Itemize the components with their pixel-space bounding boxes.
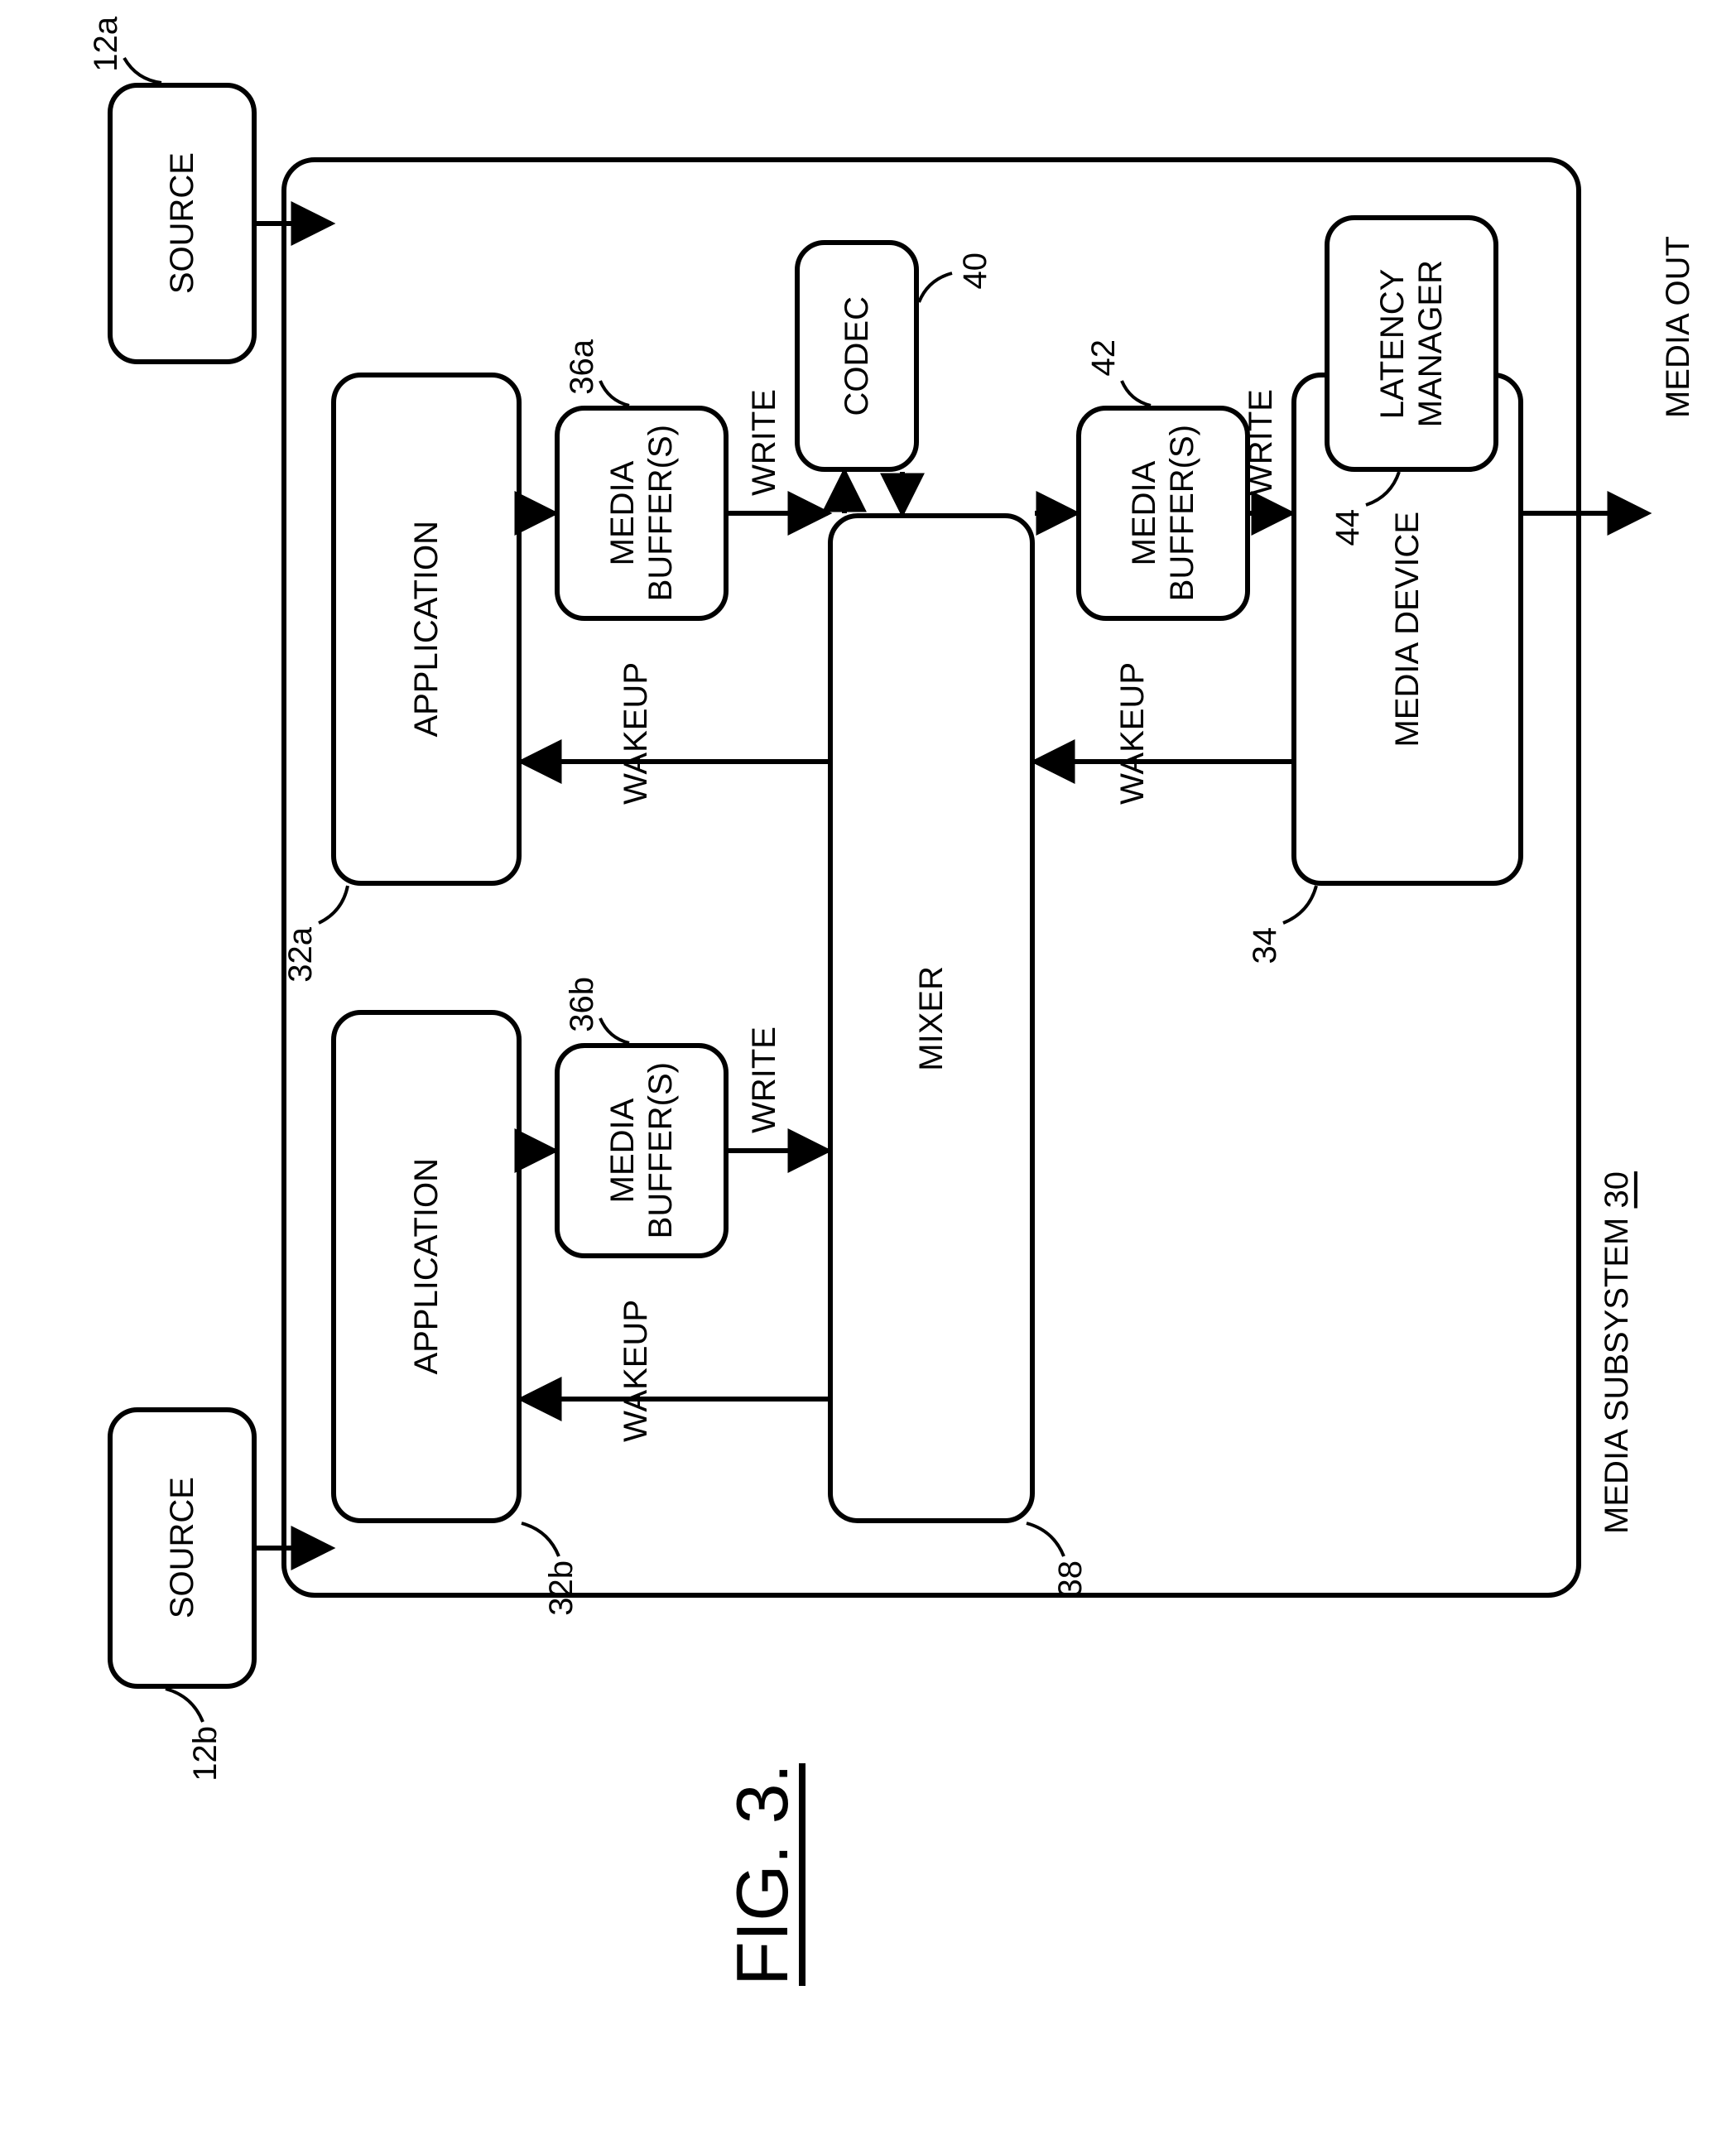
ref-leader-source_a <box>124 58 161 83</box>
ref-leader-source_b <box>166 1689 203 1722</box>
media-buffer-a-node: MEDIA BUFFER(S) <box>555 406 729 621</box>
ref-number-buf_b: 36b <box>563 977 601 1041</box>
subsystem-label-text: MEDIA SUBSYSTEM <box>1599 1218 1635 1534</box>
edge-label-buf_mix-device: WRITE <box>1242 389 1280 504</box>
figure-caption: FIG. 3. <box>720 1763 804 2003</box>
edge-label-mixer-app_a: WAKEUP <box>617 662 655 813</box>
codec-node: CODEC <box>795 240 919 472</box>
edge-label-device-mixer: WAKEUP <box>1113 662 1152 813</box>
ref-number-app_b: 32b <box>542 1560 580 1624</box>
ref-number-latency: 44 <box>1329 509 1367 555</box>
media-buffer-mix-node: MEDIA BUFFER(S) <box>1076 406 1250 621</box>
media-out-text: MEDIA OUT <box>1659 236 1697 418</box>
source-b-node: SOURCE <box>108 1407 257 1689</box>
ref-number-app_a: 32a <box>281 927 320 991</box>
diagram-canvas: MEDIA SUBSYSTEM 30 SOURCE SOURCE APPLICA… <box>0 0 1736 2130</box>
edge-label-buf_b-mixer: WRITE <box>745 1027 783 1142</box>
latency-manager-label: LATENCY MANAGER <box>1373 260 1450 427</box>
source-a-label: SOURCE <box>163 152 201 294</box>
media-buffer-b-node: MEDIA BUFFER(S) <box>555 1043 729 1258</box>
edge-label-buf_a-mixer: WRITE <box>745 389 783 504</box>
application-b-label: APPLICATION <box>407 1158 445 1375</box>
media-subsystem-label: MEDIA SUBSYSTEM 30 <box>1523 1134 1674 1635</box>
ref-number-buf_a: 36a <box>563 339 601 403</box>
subsystem-ref: 30 <box>1599 1171 1635 1209</box>
ref-number-source_b: 12b <box>186 1726 224 1790</box>
source-b-label: SOURCE <box>163 1477 201 1618</box>
media-device-label: MEDIA DEVICE <box>1388 512 1426 748</box>
ref-number-buf_mix: 42 <box>1084 339 1123 385</box>
mixer-node: MIXER <box>828 513 1035 1523</box>
application-a-node: APPLICATION <box>331 373 522 886</box>
media-buffer-b-label: MEDIA BUFFER(S) <box>604 1062 680 1238</box>
ref-number-device: 34 <box>1246 927 1284 973</box>
edge-label-mixer-app_b: WAKEUP <box>617 1300 655 1450</box>
codec-label: CODEC <box>838 296 876 416</box>
ref-number-mixer: 38 <box>1051 1560 1089 1606</box>
source-a-node: SOURCE <box>108 83 257 364</box>
ref-number-codec: 40 <box>956 252 994 298</box>
media-buffer-a-label: MEDIA BUFFER(S) <box>604 425 680 601</box>
media-buffer-mix-label: MEDIA BUFFER(S) <box>1125 425 1201 601</box>
latency-manager-node: LATENCY MANAGER <box>1325 215 1498 472</box>
ref-number-source_a: 12a <box>87 17 125 80</box>
media-out-label: MEDIA OUT <box>1623 199 1697 464</box>
mixer-label: MIXER <box>912 966 950 1071</box>
application-a-label: APPLICATION <box>407 521 445 738</box>
application-b-node: APPLICATION <box>331 1010 522 1523</box>
